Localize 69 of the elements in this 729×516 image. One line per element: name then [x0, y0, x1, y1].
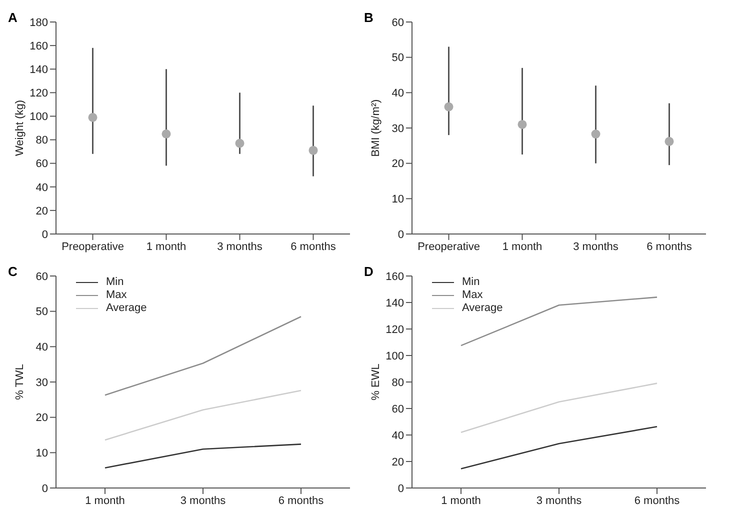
- point: [235, 138, 244, 148]
- x-tick-label: Preoperative: [62, 240, 124, 253]
- x-tick-label: 3 months: [573, 240, 619, 253]
- y-axis-title: % EWL: [370, 364, 382, 400]
- x-tick-label: Preoperative: [418, 240, 480, 253]
- y-tick-label: 80: [392, 376, 404, 389]
- y-tick-label: 0: [42, 482, 48, 495]
- y-tick-label: 50: [36, 306, 48, 318]
- y-tick-label: 40: [392, 430, 404, 442]
- y-tick-label: 20: [392, 158, 404, 170]
- y-tick-label: 100: [386, 350, 404, 362]
- y-tick-label: 20: [36, 412, 48, 424]
- y-tick-label: 60: [392, 403, 404, 416]
- x-tick-label: 6 months: [278, 494, 324, 507]
- x-tick-label: 6 months: [290, 240, 336, 253]
- legend-label: Min: [106, 276, 124, 289]
- y-tick-label: 160: [386, 270, 404, 283]
- y-tick-label: 60: [36, 270, 48, 283]
- y-tick-label: 120: [30, 88, 48, 100]
- legend-label: Average: [462, 302, 503, 315]
- x-tick-label: 1 month: [441, 494, 481, 507]
- y-tick-label: 180: [30, 16, 48, 29]
- y-tick-label: 80: [36, 134, 48, 147]
- y-tick-label: 40: [36, 182, 48, 194]
- point: [444, 102, 454, 112]
- chart-title: B: [364, 10, 374, 25]
- y-tick-label: 10: [392, 194, 404, 206]
- point: [518, 120, 527, 129]
- y-tick-label: 20: [392, 456, 404, 468]
- chart-title: D: [364, 264, 374, 279]
- y-axis-title: BMI (kg/m²): [370, 99, 382, 157]
- y-tick-label: 0: [398, 228, 404, 241]
- x-tick-label: 1 month: [146, 240, 186, 253]
- y-tick-label: 0: [398, 482, 404, 495]
- y-tick-label: 40: [392, 88, 404, 100]
- point: [664, 136, 674, 146]
- legend-label: Min: [462, 276, 480, 289]
- y-tick-label: 60: [392, 16, 404, 29]
- x-tick-label: 3 months: [217, 240, 263, 253]
- legend-label: Max: [106, 289, 127, 302]
- x-tick-label: 6 months: [634, 494, 680, 507]
- y-tick-label: 10: [36, 448, 48, 460]
- y-tick-label: 120: [386, 324, 404, 336]
- chart-title: A: [8, 10, 18, 25]
- y-tick-label: 140: [30, 64, 48, 76]
- x-tick-label: 1 month: [85, 494, 125, 507]
- point: [88, 112, 98, 122]
- y-axis-title: % TWL: [14, 364, 26, 400]
- y-tick-label: 140: [386, 297, 404, 310]
- y-tick-label: 40: [36, 342, 48, 354]
- x-tick-label: 3 months: [180, 494, 226, 507]
- legend-label: Average: [106, 302, 147, 315]
- y-tick-label: 100: [30, 111, 48, 124]
- y-axis-title: Weight (kg): [14, 100, 26, 156]
- point: [591, 130, 600, 139]
- point: [162, 129, 171, 138]
- legend-label: Max: [462, 289, 483, 302]
- x-tick-label: 6 months: [646, 240, 692, 253]
- point: [308, 146, 318, 155]
- y-tick-label: 0: [42, 228, 48, 241]
- y-tick-label: 160: [30, 40, 48, 52]
- y-tick-label: 20: [36, 205, 48, 218]
- y-tick-label: 30: [36, 376, 48, 389]
- y-tick-label: 60: [36, 158, 48, 170]
- x-tick-label: 1 month: [502, 240, 542, 253]
- chart-title: C: [8, 264, 18, 279]
- x-tick-label: 3 months: [536, 494, 582, 507]
- y-tick-label: 50: [392, 52, 404, 64]
- y-tick-label: 30: [392, 122, 404, 135]
